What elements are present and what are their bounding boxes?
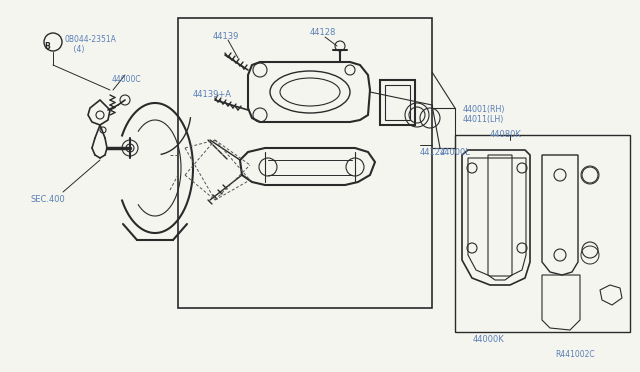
Text: 44128: 44128 [310,28,337,37]
Text: 44001(RH)
44011(LH): 44001(RH) 44011(LH) [463,105,506,124]
Text: 44139+A: 44139+A [193,90,232,99]
Bar [385,85,410,120]
Text: 44122: 44122 [420,148,446,157]
Text: 44080K: 44080K [490,130,522,139]
Text: 44000K: 44000K [473,335,505,344]
Text: SEC.400: SEC.400 [30,195,65,204]
Bar [455,135,630,332]
Text: 0B044-2351A
    (4): 0B044-2351A (4) [64,35,116,54]
Text: 44139: 44139 [213,32,239,41]
Bar [380,80,415,125]
Bar [178,18,432,308]
Text: R441002C: R441002C [555,350,595,359]
Text: 44000C: 44000C [112,75,141,84]
Text: B: B [44,42,50,51]
Text: 44000L: 44000L [440,148,471,157]
